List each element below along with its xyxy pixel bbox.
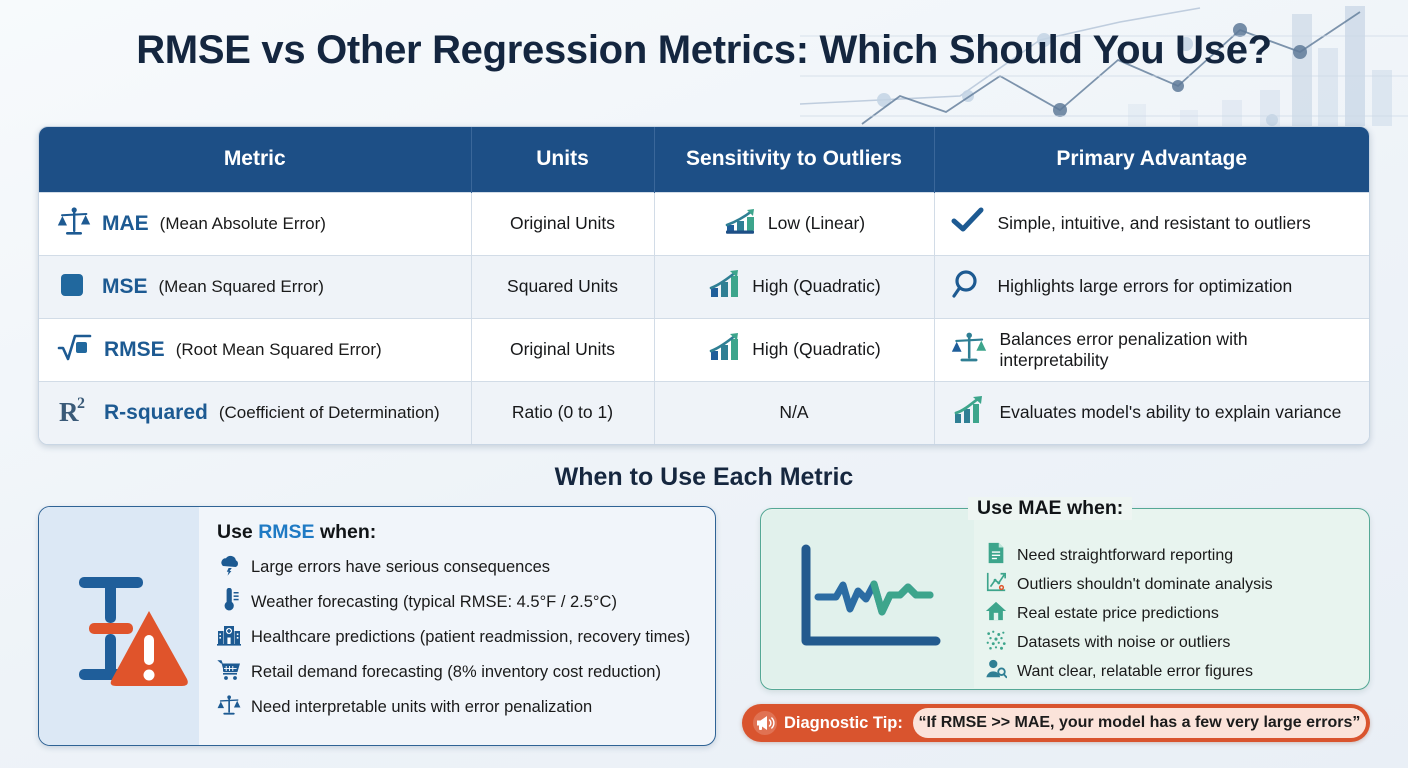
- check-icon: [951, 206, 985, 241]
- sensitivity-text: N/A: [654, 380, 935, 444]
- sensitivity-text: Low (Linear): [767, 213, 866, 233]
- metric-full-name: (Mean Absolute Error): [159, 213, 326, 233]
- list-item-label: Large errors have serious consequences: [251, 557, 551, 576]
- table-row: MAE (Mean Absolute Error) Original Units…: [39, 191, 1369, 255]
- bar-chart-high-icon: [707, 331, 743, 368]
- metric-units: Original Units: [471, 317, 655, 381]
- mae-content: Need straightforward reporting Outliers …: [973, 509, 1369, 689]
- advantage-text: Evaluates model's ability to explain var…: [999, 402, 1342, 423]
- balance-scale-icon: [217, 693, 241, 723]
- balance-scale-icon: [951, 330, 987, 369]
- mae-title-metric: MAE: [1018, 497, 1062, 519]
- svg-text:2: 2: [77, 395, 85, 412]
- column-header-sensitivity: Sensitivity to Outliers: [654, 127, 935, 192]
- metric-abbr: MSE: [102, 274, 148, 298]
- metric-abbr: R-squared: [104, 400, 208, 424]
- diagnostic-tip-label: Diagnostic Tip:: [784, 713, 903, 732]
- rmse-title-suffix: when:: [314, 521, 377, 543]
- noise-dots-icon: [985, 629, 1007, 656]
- mae-illustration-area: [762, 510, 974, 688]
- metrics-table: Metric Units Sensitivity to Outliers Pri…: [39, 127, 1369, 444]
- rmse-title-prefix: Use: [217, 521, 259, 543]
- list-item-label: Want clear, relatable error figures: [1017, 662, 1253, 680]
- list-item: Large errors have serious consequences: [217, 550, 703, 585]
- mae-title-suffix: when:: [1061, 497, 1124, 519]
- metric-units: Squared Units: [471, 254, 655, 318]
- shopping-cart-icon: [217, 658, 241, 688]
- metric-abbr: MAE: [102, 211, 149, 235]
- list-item: Datasets with noise or outliers: [985, 628, 1359, 657]
- list-item: Weather forecasting (typical RMSE: 4.5°F…: [217, 585, 703, 620]
- filled-square-icon: [57, 268, 91, 305]
- list-item: Need interpretable units with error pena…: [217, 690, 703, 725]
- list-item-label: Datasets with noise or outliers: [1017, 633, 1231, 651]
- hospital-icon: [217, 623, 241, 653]
- list-item-label: Need interpretable units with error pena…: [251, 697, 593, 716]
- bar-chart-low-icon: [723, 206, 759, 241]
- sensitivity-text: High (Quadratic): [752, 339, 881, 359]
- mae-title-prefix: Use: [977, 497, 1019, 519]
- list-item-label: Healthcare predictions (patient readmiss…: [251, 627, 691, 646]
- list-item-label: Retail demand forecasting (8% inventory …: [251, 662, 661, 681]
- list-item: Need straightforward reporting: [985, 541, 1359, 570]
- metric-full-name: (Mean Squared Error): [158, 276, 324, 296]
- column-header-units: Units: [471, 127, 655, 192]
- magnifier-icon: [951, 268, 985, 305]
- list-item: Outliers shouldn't dominate analysis: [985, 570, 1359, 599]
- list-item: Want clear, relatable error figures: [985, 657, 1359, 686]
- error-bar-warning-icon: [49, 549, 189, 704]
- mae-panel-title: Use MAE when:: [968, 497, 1133, 520]
- metric-units: Ratio (0 to 1): [471, 380, 655, 444]
- table-row: MSE (Mean Squared Error) Squared Units H…: [39, 254, 1369, 318]
- scatter-trend-icon: [985, 571, 1007, 598]
- list-item: Real estate price predictions: [985, 599, 1359, 628]
- metric-full-name: (Root Mean Squared Error): [175, 339, 382, 359]
- column-header-advantage: Primary Advantage: [934, 127, 1369, 192]
- list-item-label: Outliers shouldn't dominate analysis: [1017, 575, 1273, 593]
- mae-bullet-list: Need straightforward reporting Outliers …: [985, 541, 1359, 686]
- rmse-panel-title: Use RMSE when:: [217, 521, 703, 544]
- diagnostic-tip-quote: “If RMSE >> MAE, your model has a few ve…: [912, 708, 1366, 738]
- page-title: RMSE vs Other Regression Metrics: Which …: [136, 28, 1272, 72]
- list-item-label: Real estate price predictions: [1017, 604, 1219, 622]
- metric-abbr: RMSE: [104, 337, 165, 361]
- advantage-text: Simple, intuitive, and resistant to outl…: [997, 213, 1311, 234]
- balance-scale-icon: [57, 205, 91, 242]
- table-header-row: Metric Units Sensitivity to Outliers Pri…: [39, 127, 1369, 192]
- rmse-bullet-list: Large errors have serious consequences W…: [217, 550, 703, 725]
- section-heading: When to Use Each Metric: [554, 463, 854, 491]
- metric-full-name: (Coefficient of Determination): [218, 402, 440, 422]
- rmse-illustration-area: [39, 507, 199, 745]
- thermometer-icon: [217, 587, 241, 618]
- table-row: RMSE (Root Mean Squared Error) Original …: [39, 317, 1369, 381]
- storm-cloud-icon: [217, 553, 241, 583]
- list-item-label: Need straightforward reporting: [1017, 546, 1234, 564]
- growth-chart-icon: [951, 393, 987, 432]
- metrics-table-container: Metric Units Sensitivity to Outliers Pri…: [38, 126, 1370, 445]
- mae-usage-panel: Need straightforward reporting Outliers …: [760, 508, 1370, 690]
- rmse-content: Use RMSE when: Large errors have serious…: [199, 507, 715, 745]
- document-icon: [985, 542, 1007, 569]
- column-header-metric: Metric: [39, 127, 472, 192]
- advantage-text: Balances error penalization with interpr…: [999, 328, 1248, 370]
- metric-units: Original Units: [471, 191, 655, 255]
- list-item: Healthcare predictions (patient readmiss…: [217, 620, 703, 655]
- house-icon: [985, 600, 1007, 627]
- sensitivity-text: High (Quadratic): [752, 276, 881, 296]
- advantage-text: Highlights large errors for optimization: [997, 276, 1293, 297]
- bar-chart-high-icon: [707, 268, 743, 305]
- square-root-icon: [57, 331, 93, 368]
- rmse-usage-panel: Use RMSE when: Large errors have serious…: [38, 506, 716, 746]
- megaphone-icon: [748, 710, 782, 736]
- diagnostic-tip-banner: Diagnostic Tip: “If RMSE >> MAE, your mo…: [742, 704, 1370, 742]
- person-search-icon: [985, 658, 1008, 685]
- residual-line-chart-icon: [788, 537, 948, 662]
- list-item-label: Weather forecasting (typical RMSE: 4.5°F…: [251, 592, 617, 611]
- rmse-title-metric: RMSE: [258, 521, 315, 543]
- list-item: Retail demand forecasting (8% inventory …: [217, 655, 703, 690]
- svg-text:R: R: [59, 397, 79, 426]
